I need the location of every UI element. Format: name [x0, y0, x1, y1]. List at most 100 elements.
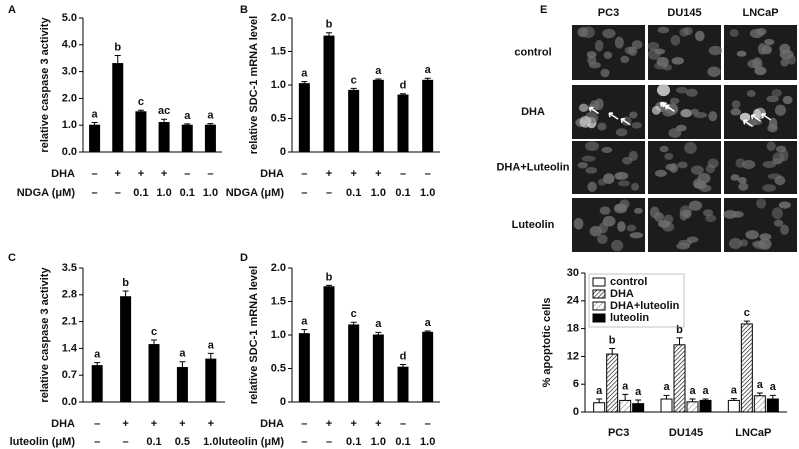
- error-bar: [350, 321, 357, 325]
- condition-value: –: [425, 168, 431, 180]
- significance-label: a: [425, 317, 432, 329]
- nucleus: [613, 204, 628, 214]
- legend-label: DHA+luteolin: [610, 300, 680, 312]
- significance-label: a: [375, 65, 382, 77]
- error-bar: [663, 394, 670, 400]
- significance-label: a: [770, 381, 777, 393]
- y-axis-label: % apoptotic cells: [541, 298, 553, 388]
- condition-label: DHA: [260, 418, 284, 430]
- error-bar: [91, 122, 98, 126]
- nucleus: [730, 108, 742, 116]
- legend-label: control: [610, 276, 647, 288]
- nucleus: [634, 207, 643, 214]
- nucleus: [573, 217, 584, 230]
- significance-label: ac: [158, 105, 170, 117]
- nucleus: [779, 149, 789, 162]
- nucleus: [631, 40, 643, 50]
- panel-label: A: [8, 4, 16, 16]
- condition-value: +: [375, 418, 381, 430]
- significance-label: a: [689, 385, 696, 397]
- error-bar: [730, 398, 737, 401]
- significance-label: a: [596, 385, 603, 397]
- x-tick-label: PC3: [608, 427, 629, 439]
- nucleus: [708, 45, 723, 56]
- nucleus: [597, 122, 607, 131]
- y-tick-label: 2.0: [271, 12, 286, 24]
- condition-value: 1.0: [420, 187, 435, 199]
- nucleus: [762, 184, 777, 192]
- condition-value: +: [350, 418, 356, 430]
- significance-label: b: [326, 19, 333, 31]
- nucleus: [585, 141, 599, 152]
- condition-value: 1.0: [156, 187, 171, 199]
- nucleus: [654, 48, 666, 55]
- arrow: [661, 102, 672, 110]
- error-bar: [596, 398, 603, 403]
- condition-value: –: [301, 418, 307, 430]
- condition-value: 0.1: [395, 436, 410, 448]
- nucleus: [775, 145, 787, 153]
- condition-value: +: [326, 418, 332, 430]
- nucleus: [694, 30, 705, 42]
- legend-swatch: [592, 313, 606, 323]
- bar: [397, 94, 409, 153]
- nucleus: [693, 112, 708, 119]
- nucleus: [780, 224, 789, 235]
- y-tick-label: 1.0: [271, 79, 286, 91]
- bar: [686, 401, 699, 413]
- nucleus: [773, 219, 784, 227]
- nucleus: [624, 46, 636, 55]
- condition-value: 0.5: [175, 436, 190, 448]
- condition-value: –: [400, 418, 406, 430]
- condition-value: 1.0: [371, 436, 386, 448]
- nucleus: [615, 128, 628, 137]
- nucleus: [702, 209, 714, 217]
- condition-label: NDGA (μM): [17, 187, 76, 199]
- condition-value: +: [179, 418, 185, 430]
- nucleus: [708, 111, 718, 122]
- nucleus: [780, 58, 789, 67]
- significance-label: a: [179, 348, 186, 360]
- error-bar: [122, 290, 129, 297]
- bar: [727, 399, 740, 413]
- significance-label: a: [622, 380, 629, 392]
- nucleus: [585, 166, 598, 174]
- nucleus: [767, 124, 778, 133]
- significance-label: a: [375, 318, 382, 330]
- error-bar: [769, 394, 776, 400]
- error-bar: [635, 399, 642, 404]
- condition-value: +: [208, 418, 214, 430]
- condition-value: –: [94, 418, 100, 430]
- column-label: PC3: [598, 7, 619, 19]
- bar: [699, 399, 712, 413]
- significance-label: c: [351, 308, 357, 320]
- error-bar: [424, 77, 431, 81]
- nucleus: [671, 57, 685, 65]
- condition-value: +: [151, 418, 157, 430]
- bar: [753, 395, 766, 413]
- nucleus: [766, 141, 776, 151]
- nucleus: [600, 68, 610, 78]
- nucleus: [669, 163, 678, 173]
- error-bar: [756, 392, 763, 396]
- error-bar: [676, 337, 683, 345]
- y-tick-label: 0.5: [271, 362, 286, 374]
- nucleus: [764, 38, 775, 46]
- error-bar: [94, 362, 101, 366]
- y-axis-label: relative SDC-1 mRNA level: [248, 16, 260, 154]
- bar: [593, 402, 606, 413]
- bar: [632, 403, 645, 413]
- bar: [298, 333, 310, 403]
- condition-value: +: [326, 168, 332, 180]
- panel-label: B: [240, 4, 248, 16]
- y-axis-label: relative caspase 3 activity: [39, 267, 51, 403]
- nucleus: [629, 111, 638, 119]
- condition-value: +: [350, 168, 356, 180]
- nucleus: [647, 41, 660, 51]
- nucleus: [649, 206, 660, 219]
- legend-swatch: [592, 277, 606, 287]
- bar: [766, 398, 779, 413]
- y-tick-label: 2.0: [62, 92, 77, 104]
- nucleus: [758, 238, 772, 250]
- bar: [158, 122, 170, 153]
